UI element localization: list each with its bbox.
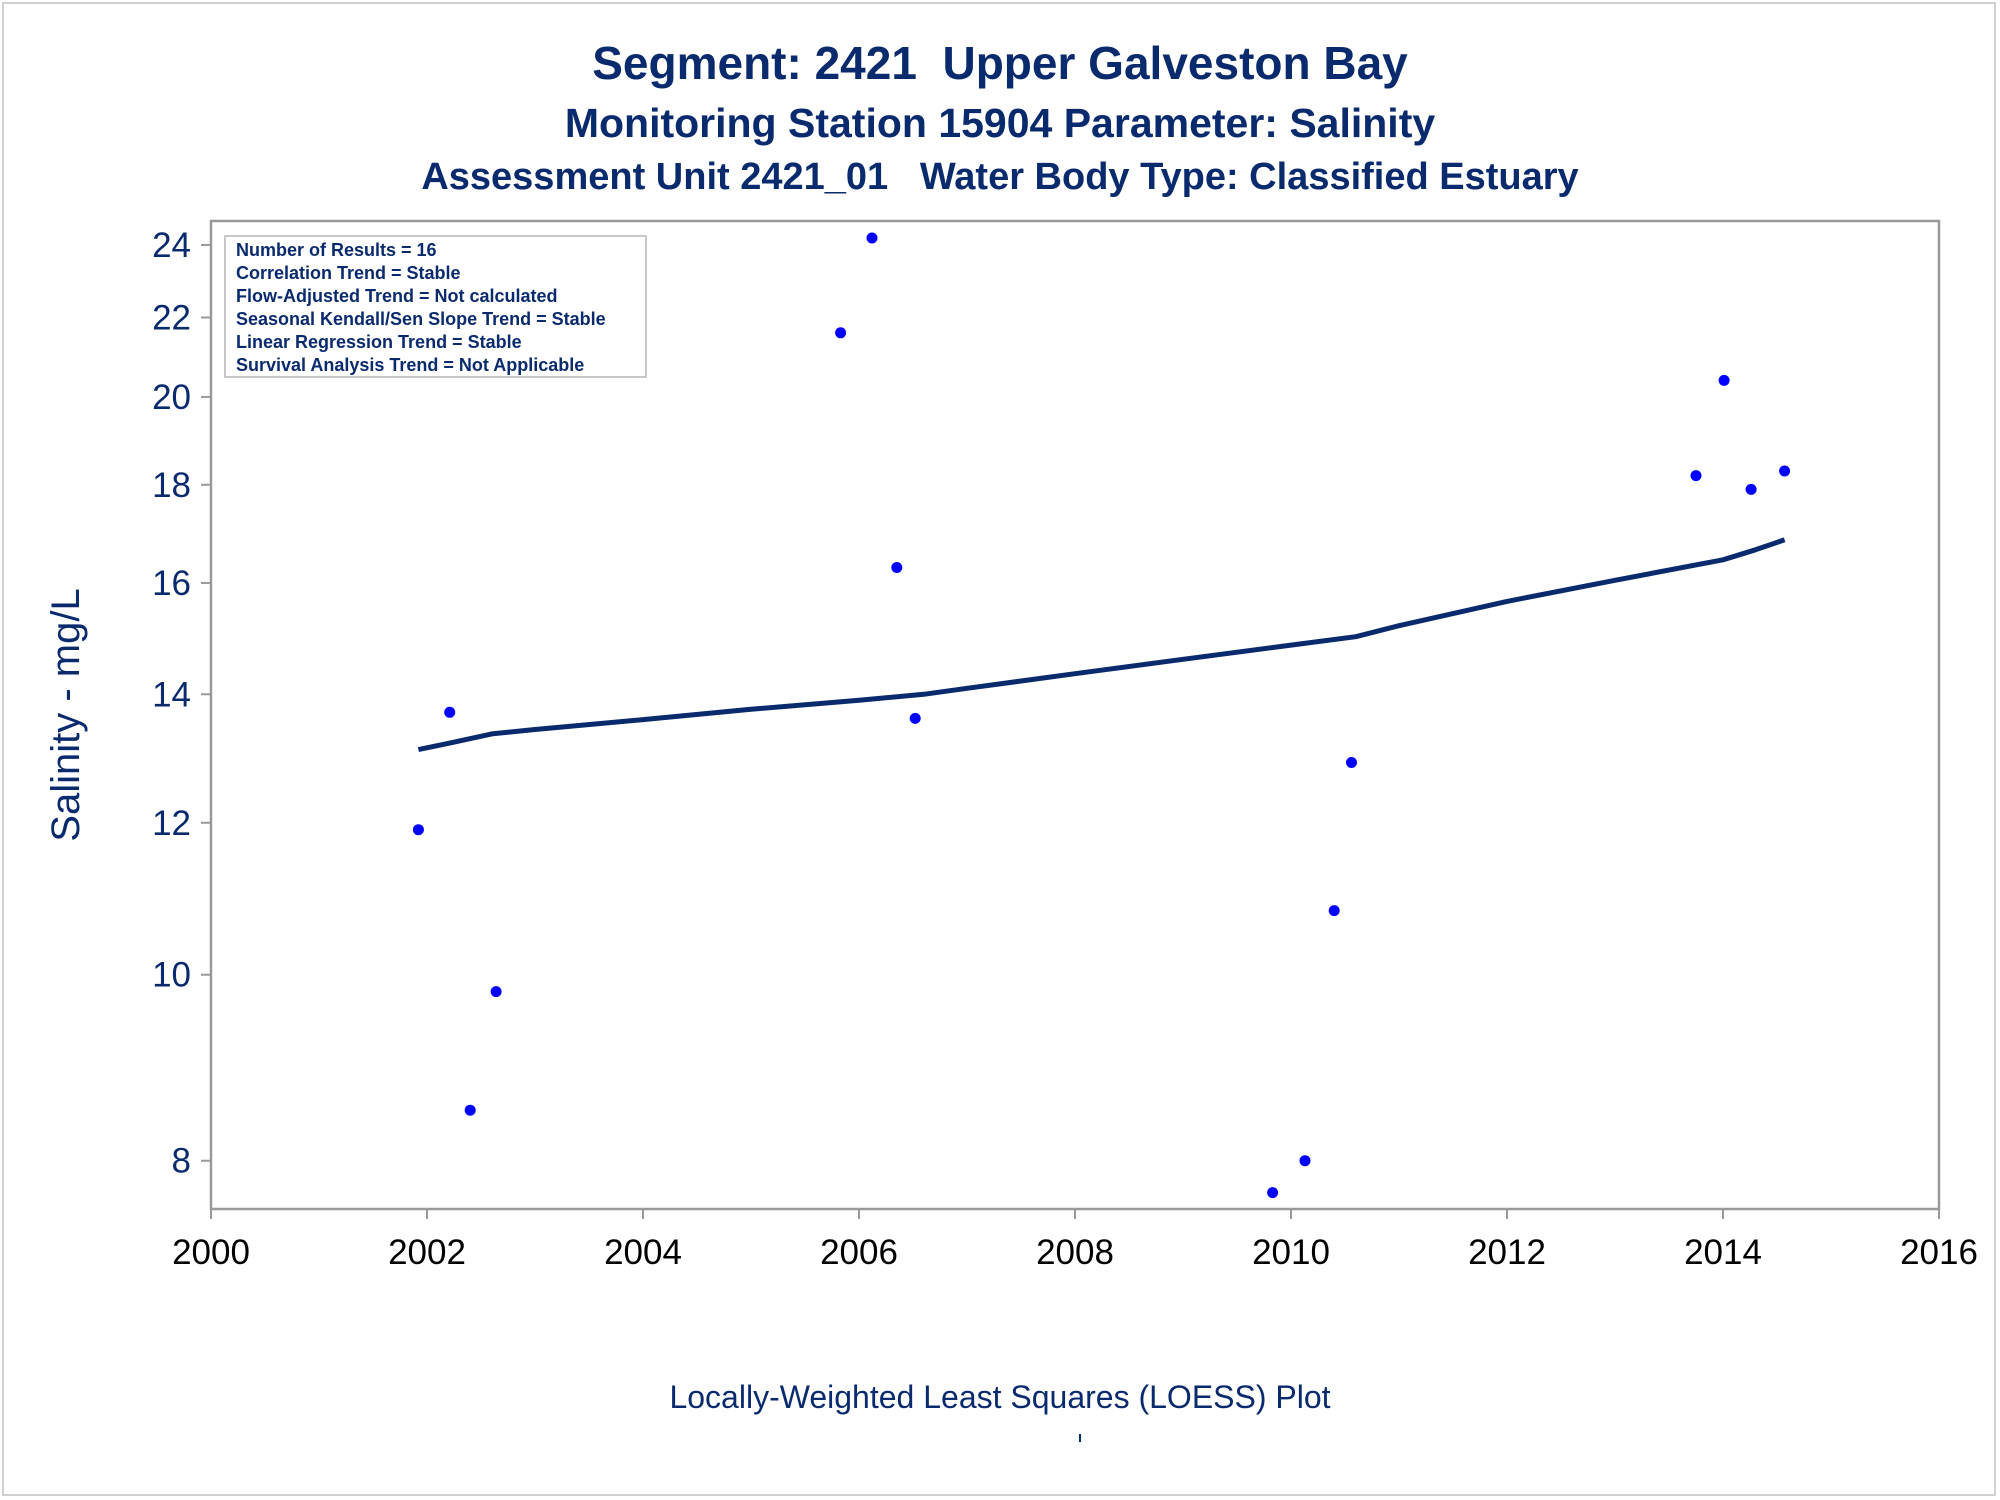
stats-box-border [224, 235, 647, 378]
data-point [866, 232, 878, 244]
y-tick-label: 14 [152, 675, 191, 714]
x-tick-label: 2010 [1252, 1233, 1330, 1272]
x-tick-label: 2012 [1468, 1233, 1546, 1272]
x-tick-label: 2016 [1900, 1233, 1978, 1272]
stat-correlation-trend: Correlation Trend = Stable [236, 263, 461, 283]
data-point [490, 986, 502, 998]
plot-footnote: Locally-Weighted Least Squares (LOESS) P… [669, 1379, 1331, 1415]
loess-line-group [417, 537, 1786, 753]
x-tick-label: 2014 [1684, 1233, 1762, 1272]
data-point [891, 562, 903, 573]
y-tick-label: 24 [152, 226, 191, 265]
y-tick-label: 18 [152, 466, 191, 505]
data-point [835, 327, 847, 339]
y-tick-label: 10 [152, 956, 191, 995]
chart-subtitle-station: Monitoring Station 15904 Parameter: Sali… [564, 100, 1436, 146]
chart-title: Segment: 2421 Upper Galveston Bay [592, 37, 1408, 89]
axis-ticks: 2000 2002 2004 2006 2008 2010 2012 2014 20168101… [152, 226, 1978, 1272]
data-point [1346, 757, 1357, 768]
stat-number-of-results: Number of Results = 16 [236, 240, 437, 260]
y-tick-label: 20 [152, 378, 191, 417]
data-point [1328, 905, 1340, 917]
data-point [1690, 470, 1702, 482]
x-tick-label: 2002 [388, 1233, 466, 1272]
data-point [444, 706, 456, 718]
x-tick-label: 2008 [1036, 1233, 1114, 1272]
chart-subtitle-assessment: Assessment Unit 2421_01 Water Body Type:… [421, 156, 1579, 198]
data-point [1718, 374, 1730, 386]
data-point [1745, 483, 1757, 495]
stat-survival-analysis-trend: Survival Analysis Trend = Not Applicable [236, 355, 584, 375]
y-axis-label: Salinity - mg/L [44, 588, 88, 841]
x-tick-label: 2000 [172, 1233, 250, 1272]
loess-line [417, 537, 1786, 753]
stat-flow-adjusted-trend: Flow-Adjusted Trend = Not calculated [236, 286, 558, 306]
data-points-group [412, 232, 1791, 1199]
stat-seasonal-kendall-trend: Seasonal Kendall/Sen Slope Trend = Stabl… [236, 309, 606, 329]
y-tick-label: 22 [152, 298, 191, 337]
y-tick-label: 8 [172, 1142, 191, 1181]
y-tick-label: 12 [152, 804, 191, 843]
stat-linear-regression-trend: Linear Regression Trend = Stable [236, 332, 522, 352]
data-point [412, 824, 424, 836]
data-point [464, 1104, 476, 1116]
data-point [1779, 465, 1791, 477]
trend-stats-box: Number of Results = 16 Correlation Trend… [224, 235, 647, 378]
footnote-mark [1079, 1434, 1081, 1442]
data-point [909, 712, 921, 724]
y-tick-label: 16 [152, 564, 191, 603]
x-tick-label: 2006 [820, 1233, 898, 1272]
x-tick-label: 2004 [604, 1233, 682, 1272]
data-point [1267, 1187, 1279, 1199]
data-point [1299, 1155, 1311, 1167]
